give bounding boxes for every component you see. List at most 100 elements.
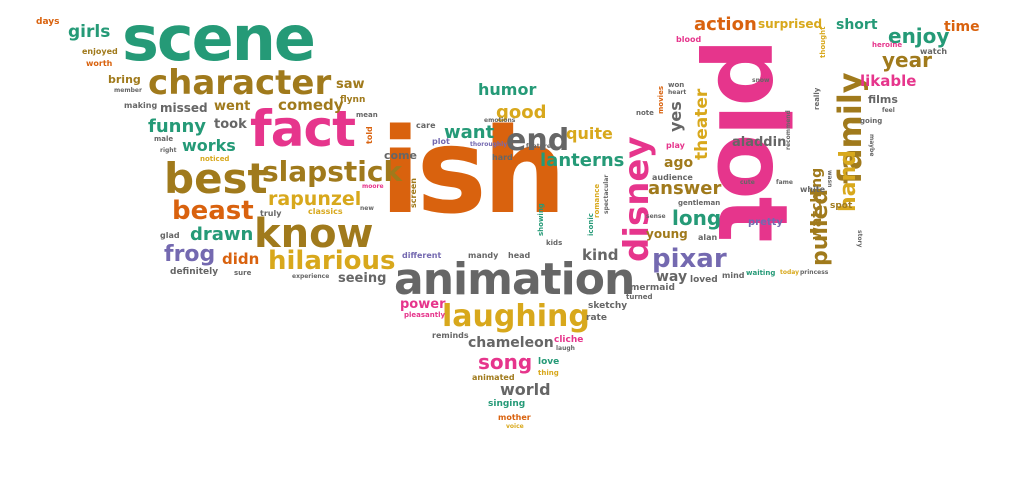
word-white: white [800,185,826,194]
word-play: play [666,141,685,150]
word-films: films [868,93,898,106]
word-surprised: surprised [758,17,823,31]
word-took: took [214,117,247,132]
word-beast: beast [172,196,254,226]
word-member: member [114,87,142,94]
word-works: works [182,136,236,155]
word-won: won [668,81,685,89]
word-went: went [214,99,251,114]
word-cliche: cliche [554,335,584,345]
word-best: best [164,154,268,203]
word-slapstick: slapstick [262,155,403,188]
word-world: world [500,380,551,399]
word-voice: voice [506,423,524,430]
word-theater: theater [692,88,712,160]
word-heart: heart [668,89,687,96]
word-fame: fame [776,179,793,186]
word-enjoy: enjoy [888,24,950,48]
word-gentleman: gentleman [678,199,721,207]
word-disney: disney [617,136,657,262]
word-sense: sense [646,213,666,220]
word-missed: missed [160,101,208,115]
word-mandy: mandy [468,251,499,260]
word-mind: mind [722,271,745,280]
word-watching: watching [809,167,825,240]
word-kind: kind [582,246,619,264]
word-thought: thought [819,26,827,58]
word-aladdin: aladdin [732,135,787,150]
word-thoroughly: thoroughly [470,141,508,148]
word-mermaid: mermaid [630,283,675,293]
word-pretty: pretty [748,217,783,228]
word-action: action [694,14,757,35]
word-comedy: comedy [278,96,344,114]
word-showing: showing [537,203,545,236]
word-mean: mean [356,111,378,119]
word-power: power [400,297,446,312]
word-hilarious: hilarious [268,246,396,276]
word-turned: turned [626,293,653,301]
word-romance: romance [593,183,601,218]
word-saw: saw [336,77,365,92]
word-rapunzel: rapunzel [268,188,362,210]
word-funny: funny [148,116,207,137]
word-cute: cute [740,179,755,186]
word-seeing: seeing [338,271,387,286]
word-good: good [496,102,547,123]
word-really: really [813,87,821,110]
word-kids: kids [546,239,563,247]
word-moore: moore [362,183,384,190]
word-definitely: definitely [170,267,219,277]
word-fact: fact [250,100,356,158]
word-singing: singing [488,399,526,409]
word-truly: truly [260,209,282,218]
word-snow: snow [752,77,770,84]
word-sketchy: sketchy [588,301,628,311]
word-time: time [944,19,980,35]
word-today: today [780,269,800,276]
word-bring: bring [108,73,141,86]
word-ago: ago [664,155,694,171]
word-told: told [365,126,374,144]
word-quite: quite [566,124,613,143]
word-story: story [856,230,863,248]
word-love: love [538,357,560,367]
word-know: know [254,211,374,257]
word-movies: movies [657,86,665,114]
word-way: way [656,269,688,285]
word-sure: sure [234,269,252,277]
word-enjoyed: enjoyed [82,47,118,56]
word-character: character [148,63,332,103]
word-humor: humor [478,80,537,99]
word-making: making [124,101,158,110]
word-right: right [160,147,177,154]
word-chameleon: chameleon [468,335,554,351]
word-spectacular: spectacular [603,174,610,214]
word-ish: ish [380,102,567,240]
word-come: come [384,149,417,162]
word-song: song [478,350,533,374]
word-head: head [508,251,531,260]
word-hard: hard [492,153,513,162]
word-didn: didn [222,250,260,268]
word-short: short [836,17,878,33]
word-days: days [36,17,60,27]
word-waiting: waiting [746,269,776,277]
word-care: care [416,121,436,130]
word-noticed: noticed [200,155,230,163]
word-want: want [444,122,495,143]
word-features: features [526,143,555,150]
word-laughing: laughing [442,299,590,334]
word-princess: princess [800,269,829,276]
word-drawn: drawn [190,224,254,245]
word-young: young [646,227,688,241]
word-likable: likable [860,72,917,90]
word-frog: frog [164,242,216,267]
word-pixar: pixar [652,244,727,274]
word-worth: worth [86,59,113,68]
word-recommend: recommend [785,110,792,150]
word-plot-small: plot [432,137,450,146]
word-answer: answer [648,178,722,199]
word-male: male [154,135,174,143]
word-year: year [882,48,932,72]
